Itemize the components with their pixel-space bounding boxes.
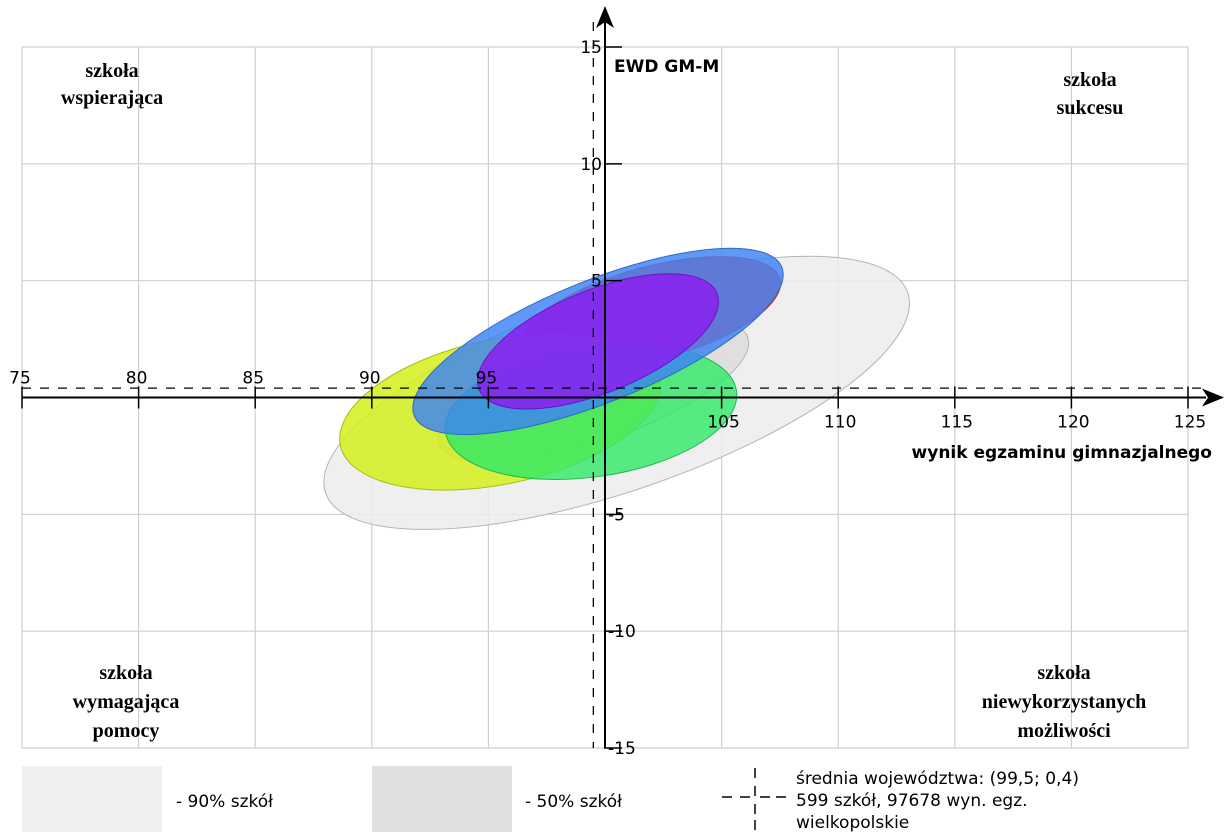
x-tick-label: 105: [707, 413, 739, 433]
x-tick-label: 90: [359, 369, 381, 389]
y-tick-label: 5: [591, 272, 602, 292]
x-axis-title: wynik egzaminu gimnazjalnego: [912, 443, 1212, 463]
average-crosshair: [22, 22, 1210, 748]
quadrant-top-left-line2: wspierająca: [61, 87, 163, 109]
quadrant-top-left-line1: szkoła: [85, 60, 138, 82]
ellipse-region: [477, 273, 719, 410]
legend: - 90% szkół - 50% szkół średnia wojewódz…: [22, 766, 1079, 832]
y-tick-label: -15: [608, 739, 636, 759]
x-tick-label: 80: [126, 369, 148, 389]
legend-average-crosshair-icon: [722, 768, 786, 830]
axes: [21, 6, 1224, 749]
legend-average-line3: wielkopolskie: [796, 813, 909, 832]
x-tick-label: 125: [1174, 413, 1206, 433]
quadrant-bottom-right-line2: niewykorzystanych: [982, 691, 1146, 713]
x-axis-arrow: [1202, 388, 1224, 407]
legend-swatch-50: [372, 766, 512, 832]
legend-swatch-90: [22, 766, 162, 832]
x-tick-label: 115: [941, 413, 973, 433]
legend-label-90: - 90% szkół: [176, 792, 273, 812]
legend-label-50: - 50% szkół: [525, 792, 622, 812]
quadrant-bottom-right-line1: szkoła: [1037, 662, 1090, 684]
y-tick-label: -5: [608, 505, 625, 525]
quadrant-top-right-line1: szkoła: [1063, 69, 1116, 91]
y-tick-label: -10: [608, 622, 636, 642]
legend-average-line2: 599 szkół, 97678 wyn. egz.: [796, 791, 1028, 811]
y-tick-label: 10: [580, 155, 602, 175]
x-tick-label: 110: [824, 413, 856, 433]
y-axis-title: EWD GM-M: [614, 57, 719, 77]
x-tick-label: 85: [242, 369, 264, 389]
x-tick-label: 95: [476, 369, 498, 389]
y-axis-arrow: [596, 6, 614, 28]
y-tick-label: 15: [580, 38, 602, 58]
quadrant-bottom-left-line3: pomocy: [93, 720, 160, 742]
quadrant-bottom-right-line3: możliwości: [1017, 720, 1111, 742]
quadrant-bottom-left-line1: szkoła: [99, 662, 152, 684]
quadrant-bottom-left-line2: wymagająca: [73, 691, 180, 713]
legend-average-line1: średnia województwa: (99,5; 0,4): [796, 769, 1079, 789]
y-tick-labels: 15 10 5 -5 -10 -15: [580, 38, 635, 759]
x-tick-label: 120: [1057, 413, 1089, 433]
x-tick-labels: 75 80 85 90 95 105 110 115 120 125: [9, 369, 1206, 433]
quadrant-top-right-line2: sukcesu: [1057, 97, 1124, 119]
x-tick-label: 75: [9, 369, 31, 389]
ellipse-regions: [323, 247, 910, 530]
